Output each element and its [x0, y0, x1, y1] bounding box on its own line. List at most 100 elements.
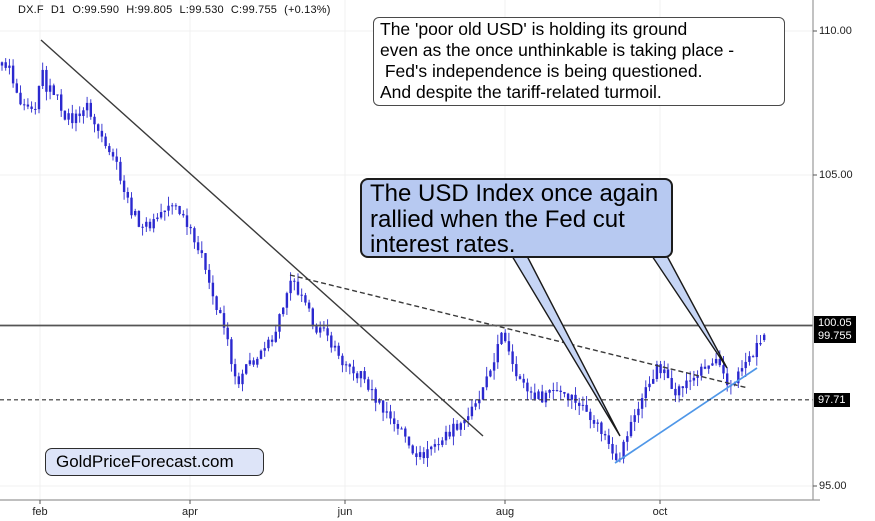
candle-body: [444, 431, 448, 441]
fed-cut-annotation-note[interactable]: The USD Index once again rallied when th…: [360, 178, 673, 258]
candle-body: [470, 406, 474, 417]
candle-body: [607, 435, 610, 444]
candle-body: [67, 113, 70, 120]
candle-body: [515, 364, 518, 377]
candle-body: [600, 422, 603, 435]
y-axis-label-110.00: 110.00: [819, 25, 852, 37]
x-axis-label-apr: apr: [182, 506, 198, 518]
candle-body: [85, 102, 89, 111]
candle-body: [285, 293, 289, 308]
candle-body: [652, 378, 655, 384]
candle-body: [159, 212, 163, 218]
candle-body: [378, 400, 381, 403]
candle-body: [311, 308, 314, 327]
x-axis-label-oct: oct: [652, 506, 668, 518]
candle-body: [640, 398, 644, 409]
candle-body: [263, 348, 266, 351]
candle-body: [322, 327, 326, 329]
candle-body: [555, 390, 559, 392]
candle-body: [492, 362, 496, 371]
candle-body: [237, 376, 240, 385]
price-badge-99.755: 99.755: [814, 329, 856, 343]
candle-body: [700, 366, 703, 376]
candle-body: [659, 364, 662, 374]
y-axis-label-95.00: 95.00: [819, 480, 847, 492]
ticker-open: O:99.590: [72, 4, 120, 16]
candle-body: [541, 391, 544, 403]
candle-body: [589, 411, 592, 421]
candle-body: [78, 113, 81, 117]
candle-body: [230, 339, 233, 365]
candle-body: [374, 389, 377, 403]
candle-body: [404, 428, 407, 437]
candle-body: [718, 358, 721, 366]
candle-body: [71, 113, 74, 124]
candle-body: [393, 418, 396, 424]
candle-body: [759, 343, 762, 345]
candle-body: [744, 361, 747, 369]
candle-body: [596, 422, 599, 424]
candle-body: [293, 280, 296, 282]
candle-body: [141, 226, 144, 228]
candle-body: [633, 415, 636, 422]
candle-body: [389, 411, 392, 419]
candle-body: [592, 420, 596, 424]
candle-body: [115, 156, 118, 162]
candle-body: [585, 404, 588, 412]
candle-body: [148, 221, 152, 229]
declining-resistance-solid-trendline: [40, 39, 484, 437]
candle-body: [274, 331, 277, 342]
top-annotation-text: The 'poor old USD' is holding its ground…: [380, 19, 735, 102]
y-axis-label-105.00: 105.00: [819, 169, 853, 181]
candle-body: [52, 85, 55, 96]
candle-body: [755, 343, 758, 358]
candle-body: [381, 400, 385, 413]
candle-body: [522, 378, 525, 383]
x-axis-label-feb: feb: [32, 506, 48, 518]
x-axis-label-aug: aug: [495, 506, 515, 518]
candle-body: [578, 402, 581, 406]
candle-body: [422, 452, 425, 459]
candle-body: [196, 242, 200, 251]
candle-body: [163, 210, 166, 213]
candle-body: [34, 108, 37, 110]
candle-body: [267, 339, 270, 349]
candle-body: [637, 408, 640, 416]
candle-body: [433, 444, 437, 447]
candle-body: [100, 130, 104, 137]
candle-body: [108, 146, 111, 153]
candle-body: [185, 215, 189, 227]
brand-box[interactable]: GoldPriceForecast.com: [45, 448, 264, 476]
rising-support-blue-trendline: [614, 367, 758, 464]
candle-body: [97, 124, 100, 131]
candle-body: [529, 391, 533, 393]
candle-body: [89, 102, 92, 117]
candle-body: [167, 205, 170, 211]
candle-body: [137, 210, 141, 227]
candle-body: [455, 423, 459, 430]
candle-body: [722, 365, 725, 374]
candle-body: [714, 358, 718, 364]
candle-body: [566, 393, 570, 400]
candle-body: [526, 382, 529, 392]
candle-body: [304, 295, 307, 303]
candle-body: [437, 444, 440, 446]
callout-pointer: [650, 255, 728, 369]
top-annotation-note[interactable]: The 'poor old USD' is holding its ground…: [373, 17, 785, 106]
candle-body: [256, 358, 259, 365]
price-badge-100.05: 100.05: [814, 316, 856, 330]
candle-body: [500, 332, 503, 345]
candle-body: [4, 62, 7, 68]
candle-body: [426, 449, 429, 459]
candle-body: [737, 371, 740, 384]
candle-body: [518, 376, 522, 379]
ticker-change: (+0.13%): [284, 4, 331, 16]
candle-body: [104, 136, 107, 147]
candle-body: [563, 391, 566, 394]
candle-body: [289, 280, 292, 294]
candle-body: [552, 389, 555, 391]
candle-body: [319, 327, 322, 333]
candle-body: [670, 378, 673, 389]
candle-body: [430, 446, 433, 450]
